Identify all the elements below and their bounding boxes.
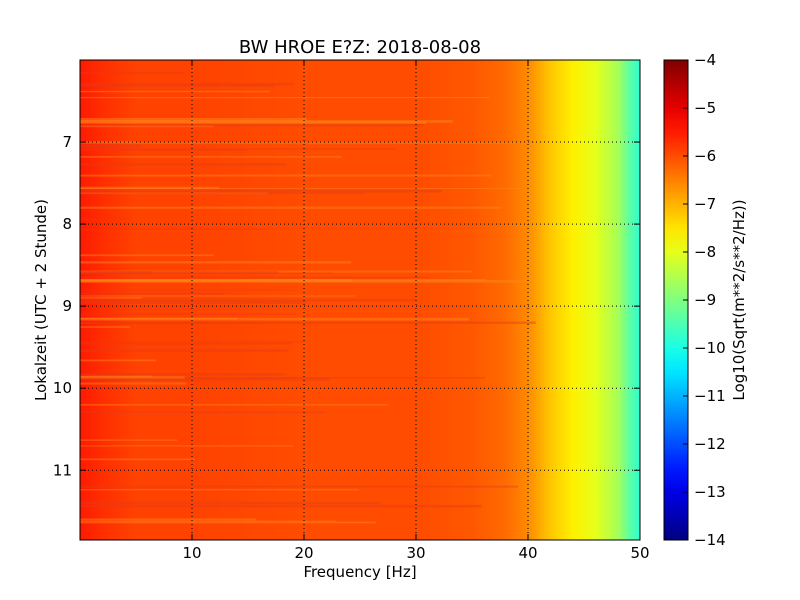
y-tick-label: 7: [62, 133, 72, 151]
chart-title: BW HROE E?Z: 2018-08-08: [239, 37, 481, 58]
colorbar: −4 −5 −6 −7 −8 −9 −10 −11 −12 −13 −14 Log10(Sqrt(m…: [663, 51, 748, 549]
colorbar-tick-label: −4: [694, 51, 716, 69]
colorbar-tick-label: −6: [694, 147, 716, 165]
x-axis-label: Frequency [Hz]: [303, 563, 416, 581]
x-tick-label: 40: [518, 544, 537, 562]
plot-area: [79, 59, 641, 541]
x-tick-label: 20: [294, 544, 313, 562]
colorbar-tick-label: −12: [694, 435, 726, 453]
plot-frame: [79, 59, 641, 541]
colorbar-tick-label: −9: [694, 291, 716, 309]
x-tick-label: 50: [630, 544, 649, 562]
grid-lines: [80, 60, 640, 540]
y-tick-label: 9: [62, 297, 72, 315]
colorbar-ticks: −4 −5 −6 −7 −8 −9 −10 −11 −12 −13 −14: [683, 51, 726, 549]
x-axis: 10 20 30 40 50: [182, 60, 650, 562]
time-streaks: [80, 71, 536, 524]
y-axis-label: Lokalzeit (UTC + 2 Stunde): [32, 199, 50, 401]
colorbar-label: Log10(Sqrt(m**2/s**2/Hz)): [730, 199, 748, 400]
y-axis: 7 8 9 10 11: [53, 133, 640, 479]
colorbar-tick-label: −11: [694, 387, 726, 405]
y-tick-label: 10: [53, 379, 72, 397]
colorbar-tick-label: −8: [694, 243, 716, 261]
colorbar-tick-label: −10: [694, 339, 726, 357]
colorbar-tick-label: −14: [694, 531, 726, 549]
y-tick-label: 11: [53, 461, 72, 479]
y-tick-label: 8: [62, 215, 72, 233]
x-tick-label: 10: [182, 544, 201, 562]
x-tick-label: 30: [406, 544, 425, 562]
spectrogram-image: [80, 60, 640, 540]
colorbar-tick-label: −5: [694, 99, 716, 117]
colorbar-tick-label: −7: [694, 195, 716, 213]
colorbar-tick-label: −13: [694, 483, 726, 501]
